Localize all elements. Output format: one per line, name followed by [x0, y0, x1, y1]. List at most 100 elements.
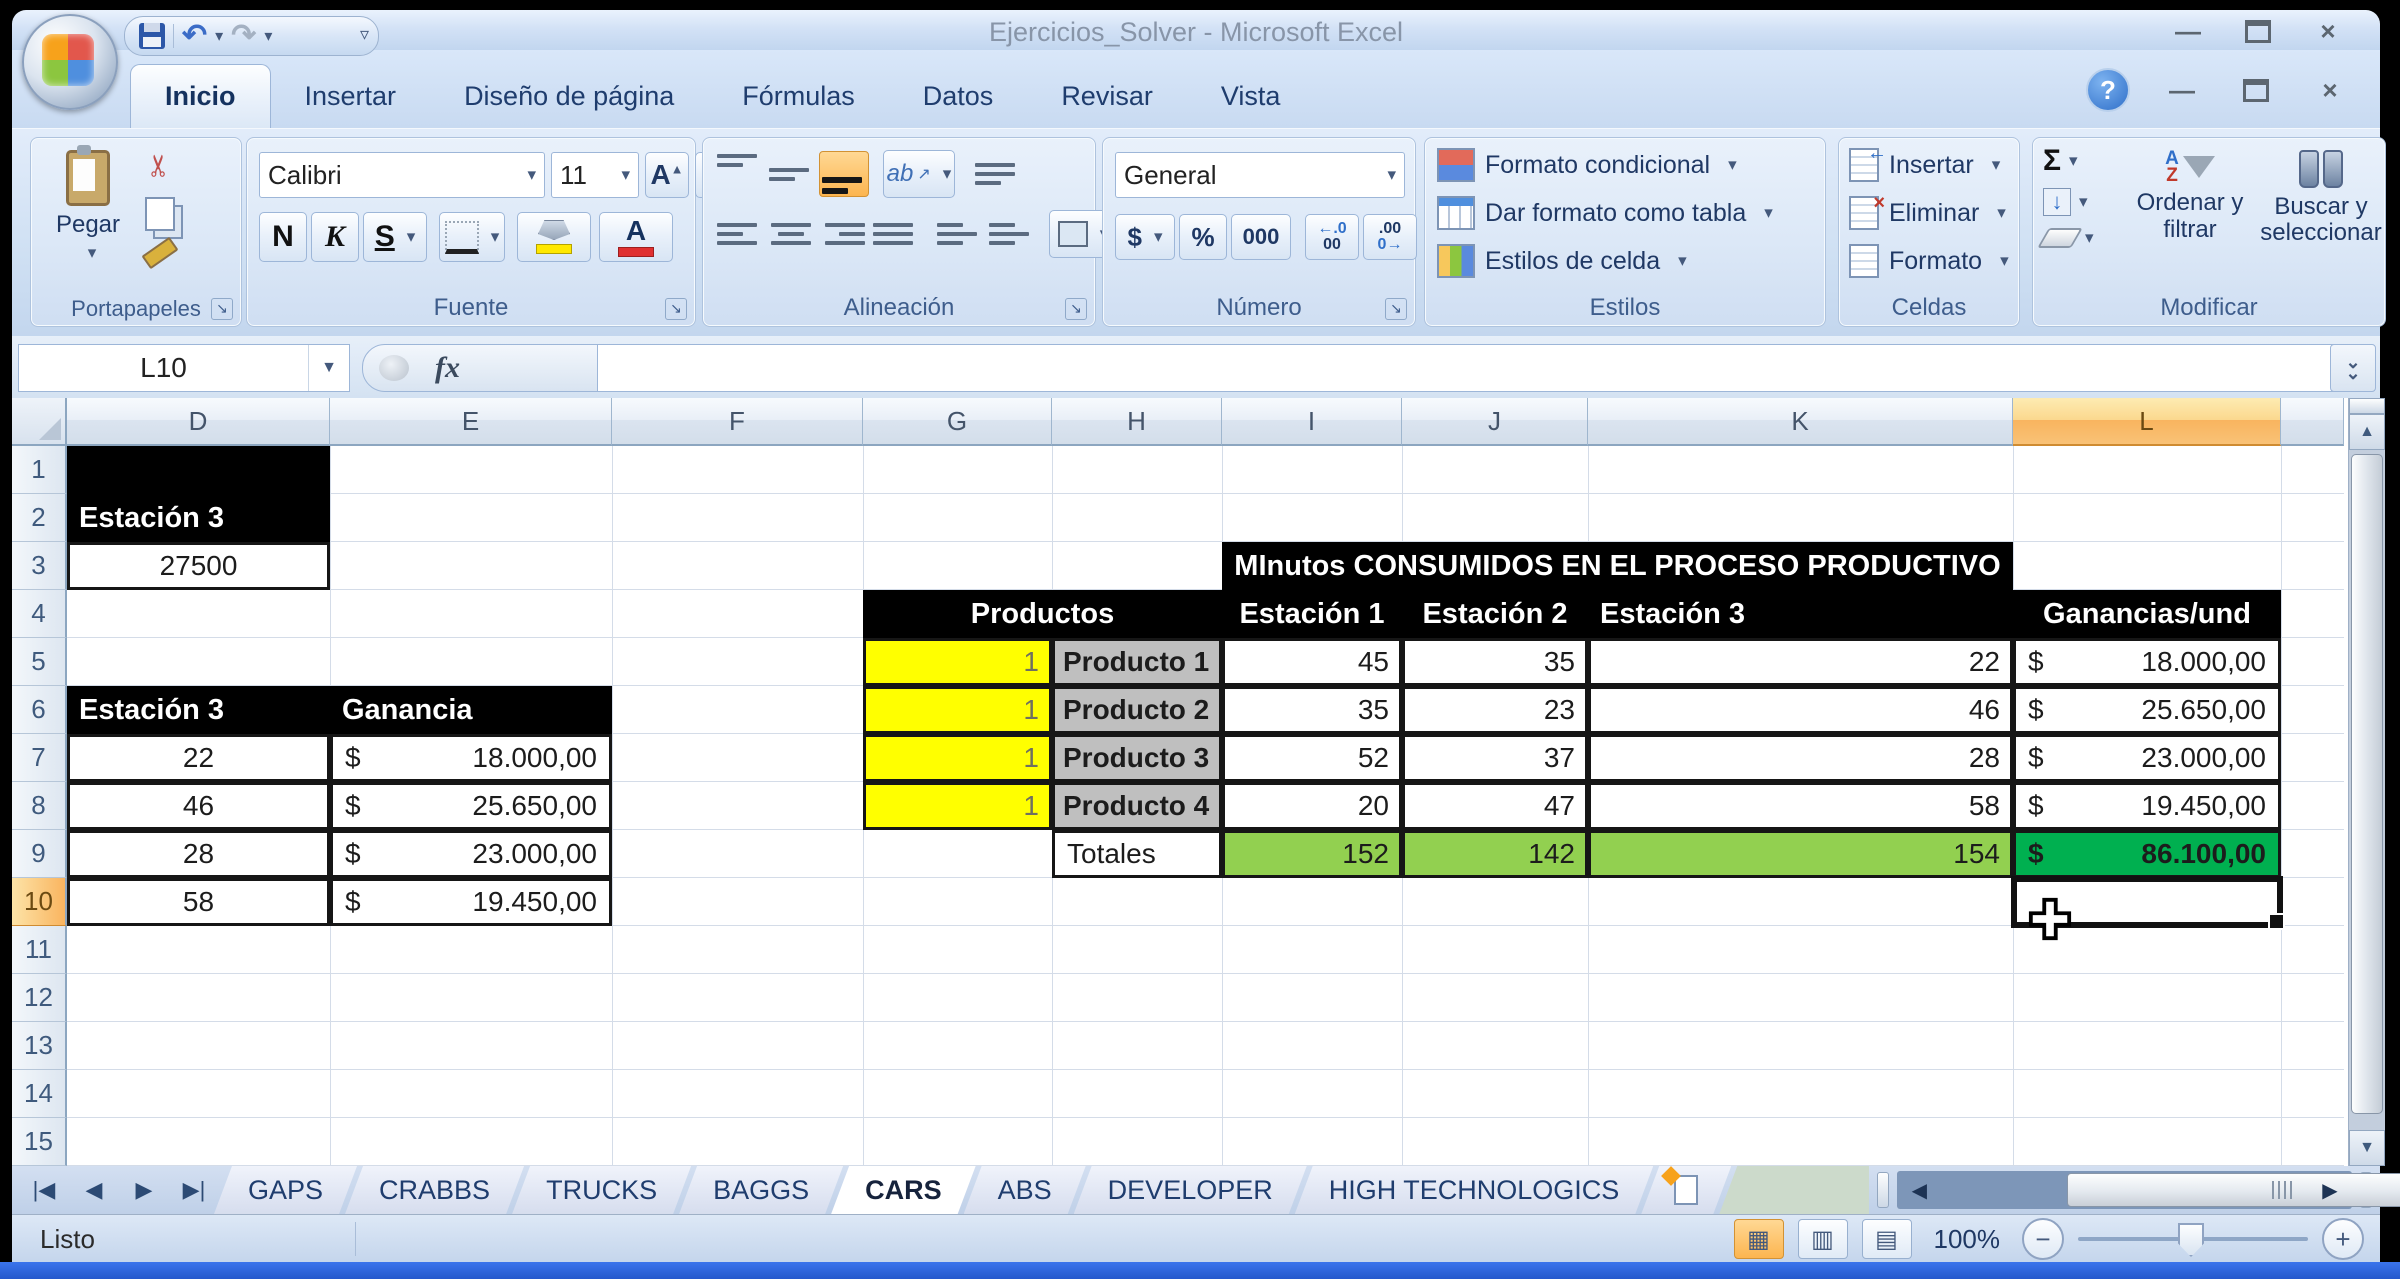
underline-button[interactable]: S ▾: [363, 212, 427, 262]
justify-icon[interactable]: [871, 212, 919, 256]
comma-format-button[interactable]: 000: [1231, 214, 1291, 260]
close-window-button[interactable]: ×: [2320, 15, 2336, 46]
sheet-tab-abs[interactable]: ABS: [964, 1166, 1086, 1214]
cell-D1[interactable]: [67, 446, 330, 494]
cut-icon[interactable]: ✂: [143, 152, 177, 179]
row-header-8[interactable]: 8: [12, 782, 67, 830]
cell-I9[interactable]: 152: [1222, 830, 1402, 878]
cell-K6[interactable]: 46: [1588, 686, 2013, 734]
column-header-partial[interactable]: [2281, 398, 2344, 446]
name-box-dropdown-icon[interactable]: ▼: [308, 345, 349, 391]
insert-function-icon[interactable]: fx: [435, 351, 460, 384]
ribbon-tab-diseño-de-página[interactable]: Diseño de página: [464, 81, 675, 111]
font-color-button[interactable]: A: [599, 212, 673, 262]
paste-button[interactable]: Pegar ▾: [45, 145, 131, 263]
row-header-7[interactable]: 7: [12, 734, 67, 782]
sheet-tab-gaps[interactable]: GAPS: [214, 1166, 357, 1214]
autosum-button[interactable]: Σ ▾: [2043, 146, 2078, 176]
ribbon-tab-fórmulas[interactable]: Fórmulas: [742, 81, 855, 111]
zoom-slider[interactable]: [2078, 1223, 2308, 1257]
undo-icon[interactable]: ↶: [182, 19, 208, 52]
active-cell-L10[interactable]: [2011, 876, 2285, 930]
close-workbook-button[interactable]: ×: [2322, 74, 2338, 105]
align-right-icon[interactable]: [819, 212, 867, 256]
next-sheet-button[interactable]: ▶: [135, 1177, 153, 1202]
normal-view-button[interactable]: ▦: [1733, 1219, 1784, 1259]
bold-button[interactable]: N: [259, 212, 307, 262]
vertical-scrollbar[interactable]: ▲ ▼: [2348, 398, 2385, 1166]
row-header-2[interactable]: 2: [12, 494, 67, 542]
percent-format-button[interactable]: %: [1179, 214, 1227, 260]
redo-icon[interactable]: ↷: [231, 19, 257, 52]
clipboard-dialog-launcher[interactable]: ↘: [211, 298, 233, 320]
row-header-14[interactable]: 14: [12, 1070, 67, 1118]
currency-format-button[interactable]: $ ▾: [1115, 214, 1175, 260]
align-center-icon[interactable]: [767, 212, 815, 256]
column-header-D[interactable]: D: [67, 398, 330, 446]
fill-handle[interactable]: [2268, 913, 2285, 930]
row-header-9[interactable]: 9: [12, 830, 67, 878]
minimize-window-button[interactable]: —: [2175, 15, 2201, 46]
page-layout-view-button[interactable]: ▥: [1797, 1219, 1848, 1259]
cell-G8[interactable]: 1: [863, 782, 1052, 830]
column-header-F[interactable]: F: [612, 398, 863, 446]
sheet-tab-crabbs[interactable]: CRABBS: [345, 1166, 524, 1214]
align-bottom-icon[interactable]: [819, 151, 869, 197]
cell-I3[interactable]: MInutos CONSUMIDOS EN EL PROCESO PRODUCT…: [1222, 542, 2013, 590]
sheet-tab-high-technologics[interactable]: HIGH TECHNOLOGICS: [1295, 1166, 1654, 1214]
format-painter-icon[interactable]: [141, 236, 179, 270]
conditional-formatting-button[interactable]: Formato condicional ▾: [1437, 148, 1737, 182]
cell-L9[interactable]: $86.100,00: [2013, 830, 2281, 878]
sheet-tab-baggs[interactable]: BAGGS: [679, 1166, 843, 1214]
scroll-down-button[interactable]: ▼: [2349, 1130, 2385, 1166]
cell-I6[interactable]: 35: [1222, 686, 1402, 734]
cell-H5[interactable]: Producto 1: [1052, 638, 1222, 686]
cell-styles-button[interactable]: Estilos de celda ▾: [1437, 244, 1687, 278]
font-dialog-launcher[interactable]: ↘: [665, 298, 687, 320]
cell-D9[interactable]: 28: [67, 830, 330, 878]
cell-I4[interactable]: Estación 1: [1222, 590, 1402, 638]
row-header-10[interactable]: 10: [12, 878, 67, 926]
font-name-select[interactable]: Calibri ▾: [259, 152, 545, 198]
restore-workbook-button[interactable]: [2234, 75, 2278, 105]
ribbon-tab-datos[interactable]: Datos: [922, 81, 994, 111]
office-button[interactable]: [22, 14, 118, 110]
cell-H9[interactable]: Totales: [1052, 830, 1222, 878]
formula-input[interactable]: [597, 344, 2347, 392]
align-middle-icon[interactable]: [767, 152, 815, 196]
cell-K5[interactable]: 22: [1588, 638, 2013, 686]
cell-L4[interactable]: Ganancias/und: [2013, 590, 2281, 638]
ribbon-tab-vista[interactable]: Vista: [1220, 81, 1281, 111]
ribbon-tab-inicio[interactable]: Inicio: [130, 64, 271, 128]
restore-window-button[interactable]: [2236, 16, 2280, 46]
cell-D8[interactable]: 46: [67, 782, 330, 830]
cell-J7[interactable]: 37: [1402, 734, 1588, 782]
horizontal-scrollbar[interactable]: ◀ ▶: [1897, 1171, 2400, 1209]
borders-button[interactable]: ▾: [439, 212, 505, 262]
number-format-select[interactable]: General ▾: [1115, 152, 1405, 198]
cell-K4[interactable]: Estación 3: [1588, 590, 2013, 638]
zoom-in-button[interactable]: +: [2322, 1218, 2364, 1260]
cell-K7[interactable]: 28: [1588, 734, 2013, 782]
name-box[interactable]: L10 ▼: [18, 344, 350, 392]
first-sheet-button[interactable]: |◀: [32, 1177, 56, 1202]
row-header-5[interactable]: 5: [12, 638, 67, 686]
italic-button[interactable]: K: [311, 212, 359, 262]
column-header-L[interactable]: L: [2013, 398, 2281, 446]
zoom-slider-marker[interactable]: [2178, 1223, 2204, 1257]
scroll-right-button[interactable]: ▶: [2322, 1179, 2338, 1202]
orientation-button[interactable]: ab ↗ ▾: [883, 150, 955, 198]
cell-J4[interactable]: Estación 2: [1402, 590, 1588, 638]
cell-E7[interactable]: $18.000,00: [330, 734, 612, 782]
cell-H8[interactable]: Producto 4: [1052, 782, 1222, 830]
column-header-K[interactable]: K: [1588, 398, 2013, 446]
column-header-E[interactable]: E: [330, 398, 612, 446]
wrap-text-icon[interactable]: [973, 152, 1021, 196]
previous-sheet-button[interactable]: ◀: [85, 1177, 103, 1202]
sheet-tab-cars[interactable]: CARS: [831, 1166, 976, 1214]
row-header-13[interactable]: 13: [12, 1022, 67, 1070]
cell-I5[interactable]: 45: [1222, 638, 1402, 686]
cell-E6[interactable]: Ganancia: [330, 686, 612, 734]
